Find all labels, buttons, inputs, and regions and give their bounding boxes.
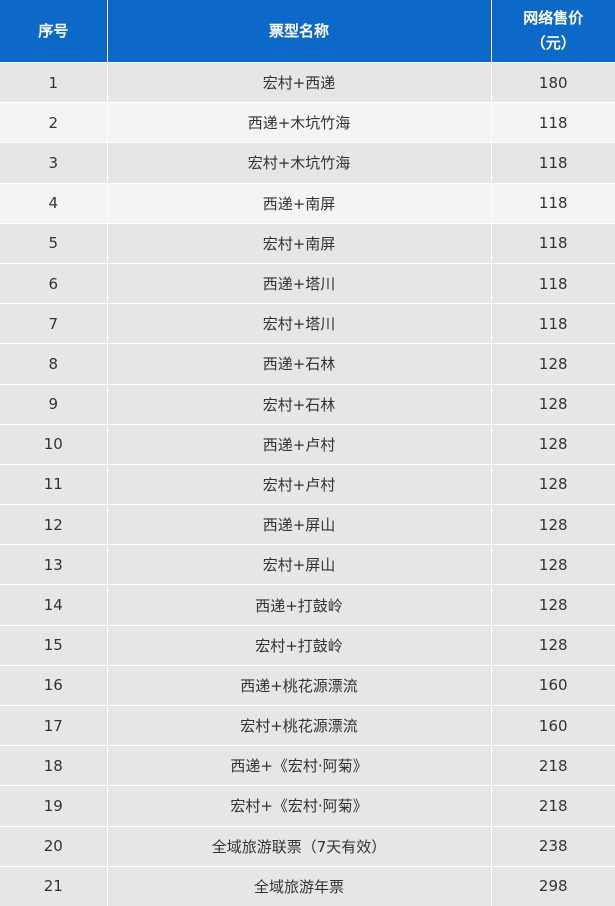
- cell-price: 128: [491, 343, 615, 384]
- header-ticket-name: 票型名称: [107, 0, 492, 63]
- cell-index: 3: [0, 142, 108, 184]
- cell-ticket-name: 宏村+打鼓岭: [107, 624, 492, 666]
- cell-price: 128: [491, 624, 615, 666]
- cell-ticket-name: 西递+石林: [107, 343, 492, 384]
- header-index: 序号: [0, 0, 108, 63]
- cell-price: 218: [491, 785, 615, 827]
- cell-price: 238: [491, 825, 615, 867]
- table-row: 18 西递+《宏村·阿菊》 218: [0, 745, 615, 786]
- table-row: 4 西递+南屏 118: [0, 182, 615, 224]
- cell-ticket-name: 全域旅游联票（7天有效）: [107, 825, 492, 867]
- cell-price: 218: [491, 745, 615, 786]
- cell-price: 128: [491, 584, 615, 626]
- cell-ticket-name: 宏村+木坑竹海: [107, 142, 492, 184]
- table-row: 21 全域旅游年票 298: [0, 865, 615, 906]
- cell-index: 14: [0, 584, 108, 626]
- cell-index: 2: [0, 102, 108, 143]
- cell-ticket-name: 西递+南屏: [107, 182, 492, 224]
- table-row: 17 宏村+桃花源漂流 160: [0, 704, 615, 746]
- cell-index: 17: [0, 704, 108, 746]
- cell-index: 12: [0, 504, 108, 545]
- cell-index: 5: [0, 222, 108, 264]
- cell-index: 20: [0, 825, 108, 867]
- cell-index: 15: [0, 624, 108, 666]
- cell-ticket-name: 宏村+塔川: [107, 303, 492, 344]
- cell-index: 11: [0, 463, 108, 505]
- cell-price: 128: [491, 504, 615, 545]
- cell-ticket-name: 西递+木坑竹海: [107, 102, 492, 143]
- cell-ticket-name: 宏村+石林: [107, 383, 492, 425]
- cell-index: 10: [0, 423, 108, 465]
- table-row: 3 宏村+木坑竹海 118: [0, 142, 615, 184]
- cell-price: 118: [491, 182, 615, 224]
- table-header: 序号 票型名称 网络售价 （元）: [0, 0, 615, 63]
- cell-price: 298: [491, 865, 615, 906]
- table-row: 2 西递+木坑竹海 118: [0, 102, 615, 143]
- cell-price: 160: [491, 664, 615, 706]
- cell-index: 4: [0, 182, 108, 224]
- cell-index: 1: [0, 61, 108, 103]
- cell-price: 118: [491, 262, 615, 304]
- cell-ticket-name: 宏村+卢村: [107, 463, 492, 505]
- cell-index: 6: [0, 262, 108, 304]
- cell-index: 16: [0, 664, 108, 706]
- table-row: 15 宏村+打鼓岭 128: [0, 624, 615, 666]
- cell-ticket-name: 西递+桃花源漂流: [107, 664, 492, 706]
- cell-price: 118: [491, 222, 615, 264]
- table-row: 19 宏村+《宏村·阿菊》 218: [0, 785, 615, 827]
- table-row: 1 宏村+西递 180: [0, 61, 615, 103]
- table-row: 6 西递+塔川 118: [0, 262, 615, 304]
- cell-ticket-name: 西递+《宏村·阿菊》: [107, 745, 492, 786]
- table-row: 8 西递+石林 128: [0, 343, 615, 384]
- cell-ticket-name: 全域旅游年票: [107, 865, 492, 906]
- cell-ticket-name: 宏村+西递: [107, 61, 492, 103]
- cell-index: 9: [0, 383, 108, 425]
- cell-price: 160: [491, 704, 615, 746]
- header-price: 网络售价 （元）: [491, 0, 615, 63]
- cell-index: 21: [0, 865, 108, 906]
- cell-index: 19: [0, 785, 108, 827]
- cell-price: 118: [491, 303, 615, 344]
- cell-ticket-name: 西递+打鼓岭: [107, 584, 492, 626]
- table-row: 9 宏村+石林 128: [0, 383, 615, 425]
- cell-price: 128: [491, 544, 615, 585]
- cell-price: 118: [491, 102, 615, 143]
- table-row: 5 宏村+南屏 118: [0, 222, 615, 264]
- cell-price: 180: [491, 61, 615, 103]
- table-row: 7 宏村+塔川 118: [0, 303, 615, 344]
- cell-ticket-name: 宏村+《宏村·阿菊》: [107, 785, 492, 827]
- cell-index: 7: [0, 303, 108, 344]
- cell-ticket-name: 西递+卢村: [107, 423, 492, 465]
- cell-index: 13: [0, 544, 108, 585]
- cell-ticket-name: 宏村+桃花源漂流: [107, 704, 492, 746]
- cell-price: 128: [491, 383, 615, 425]
- cell-ticket-name: 宏村+屏山: [107, 544, 492, 585]
- table-row: 12 西递+屏山 128: [0, 504, 615, 545]
- table-row: 13 宏村+屏山 128: [0, 544, 615, 585]
- cell-ticket-name: 西递+塔川: [107, 262, 492, 304]
- table-row: 16 西递+桃花源漂流 160: [0, 664, 615, 706]
- table-row: 11 宏村+卢村 128: [0, 463, 615, 505]
- table-row: 20 全域旅游联票（7天有效） 238: [0, 825, 615, 867]
- cell-price: 118: [491, 142, 615, 184]
- header-price-line2: （元）: [530, 34, 576, 52]
- table-row: 14 西递+打鼓岭 128: [0, 584, 615, 626]
- header-price-line1: 网络售价: [523, 9, 584, 27]
- cell-index: 8: [0, 343, 108, 384]
- cell-price: 128: [491, 423, 615, 465]
- cell-ticket-name: 西递+屏山: [107, 504, 492, 545]
- table-row: 10 西递+卢村 128: [0, 423, 615, 465]
- cell-index: 18: [0, 745, 108, 786]
- cell-ticket-name: 宏村+南屏: [107, 222, 492, 264]
- cell-price: 128: [491, 463, 615, 505]
